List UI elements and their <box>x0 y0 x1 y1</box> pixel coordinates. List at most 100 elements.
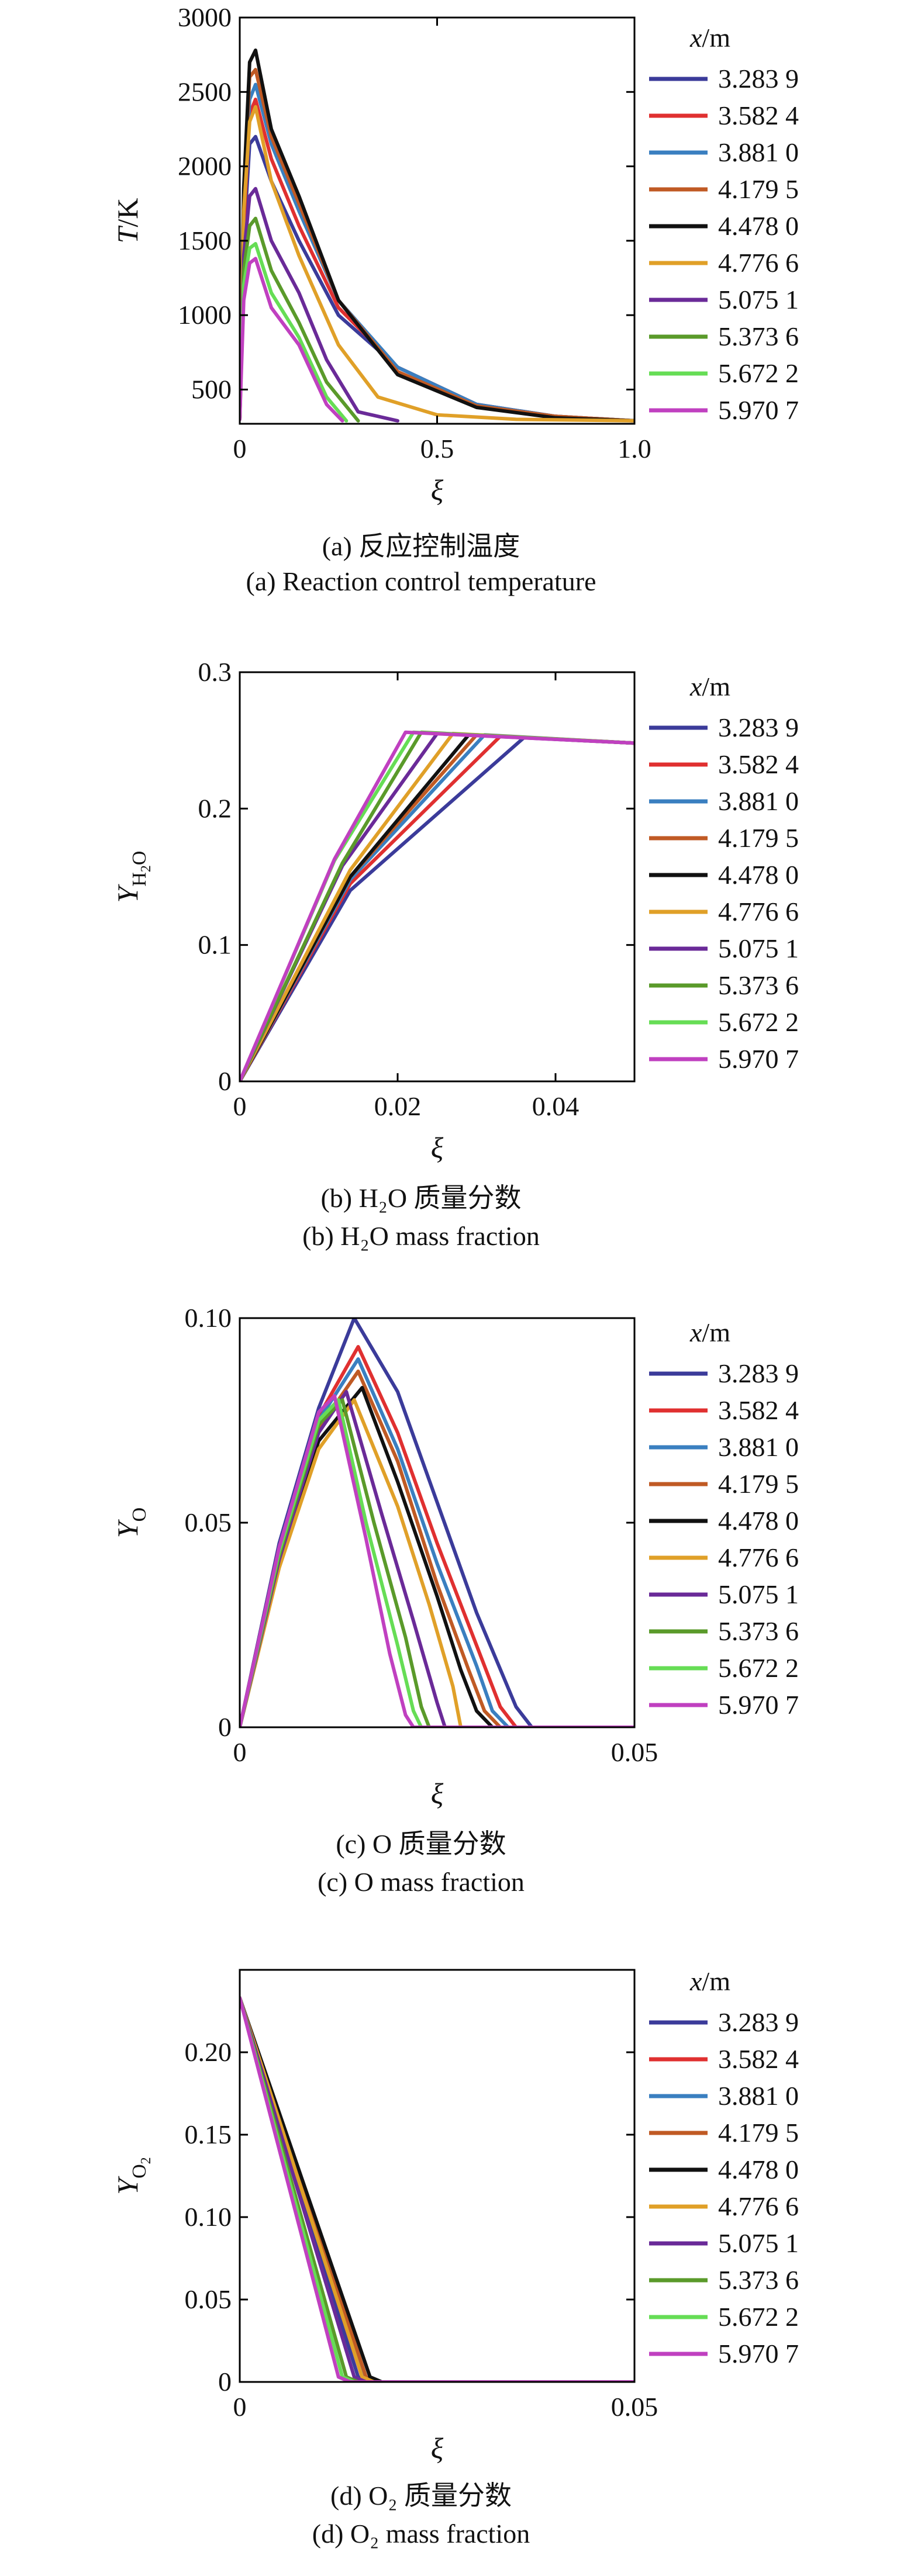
plot-frame <box>239 671 636 1083</box>
y-tick-label: 2500 <box>178 77 232 106</box>
caption-en: (a) Reaction control temperature <box>246 566 596 596</box>
series-line-5.9707 <box>240 730 634 1081</box>
y-tick-label: 0.10 <box>185 2202 232 2232</box>
legend-entry: 3.881 0 <box>718 1432 799 1462</box>
caption-cn: (d) O₂ 质量分数 <box>330 2481 512 2511</box>
series-line-4.1795 <box>240 68 634 423</box>
legend-entry: 4.478 0 <box>718 2155 799 2184</box>
y-axis-label: T/K <box>111 198 144 244</box>
x-axis-label: ξ <box>431 473 444 506</box>
series-line-3.5824 <box>240 98 634 423</box>
caption-cn: (b) H₂O 质量分数 <box>320 1183 521 1213</box>
x-tick-label: 0 <box>233 1091 247 1121</box>
caption-en: (d) O₂ mass fraction <box>312 2519 530 2549</box>
y-tick-label: 0.15 <box>185 2119 232 2149</box>
legend-title: x/m <box>689 23 730 53</box>
series-line-4.1795 <box>240 1370 634 1727</box>
series-line-3.5824 <box>240 1345 634 1727</box>
legend-entry: 3.582 4 <box>718 1395 799 1425</box>
legend-entry: 5.672 2 <box>718 358 799 388</box>
legend-entry: 5.075 1 <box>718 285 799 314</box>
x-tick-label: 0.02 <box>374 1091 422 1121</box>
legend-entry: 3.881 0 <box>718 2081 799 2111</box>
legend-entry: 3.881 0 <box>718 786 799 816</box>
legend-entry: 5.373 6 <box>718 970 799 1000</box>
legend-entry: 3.283 9 <box>718 713 799 742</box>
x-tick-label: 1.0 <box>618 434 651 464</box>
x-axis-label: ξ <box>431 1131 444 1164</box>
y-tick-label: 0 <box>218 1712 232 1742</box>
series-line-3.2839 <box>240 1318 634 1727</box>
legend-entry: 5.075 1 <box>718 933 799 963</box>
series-group <box>240 49 634 423</box>
chart-panel-4: 0 0.05 0 0.05 0.10 0.15 0.20 ξ YO2 x/m 3.283 9 3.58… <box>111 1966 799 2549</box>
legend-entry: 4.776 6 <box>718 1543 799 1572</box>
plot-frame <box>239 16 636 425</box>
series-line-5.3736 <box>240 216 360 423</box>
series-line-3.8810 <box>240 733 634 1081</box>
legend-entry: 5.373 6 <box>718 321 799 351</box>
y-tick-label: 0.05 <box>185 2284 232 2314</box>
x-tick-label: 0.05 <box>611 2392 658 2422</box>
legend-entry: 5.970 7 <box>718 395 799 425</box>
series-group <box>240 1318 634 1727</box>
y-tick-label: 1000 <box>178 300 232 330</box>
x-tick-label: 0.5 <box>420 434 454 464</box>
legend-entry: 4.478 0 <box>718 860 799 890</box>
legend-entry: 5.970 7 <box>718 1690 799 1720</box>
x-axis-label: ξ <box>431 2432 444 2464</box>
legend-title: x/m <box>689 1318 730 1347</box>
legend-entry: 3.881 0 <box>718 137 799 167</box>
series-line-5.9707 <box>240 1996 634 2382</box>
series-line-4.4780 <box>240 49 634 423</box>
chart-panel-2: 0 0.02 0.04 0 0.1 0.2 0.3 ξ YH2O x/m 3.283 9 3.582 … <box>111 657 799 1251</box>
series-line-4.7766 <box>240 1398 634 1727</box>
y-tick-label: 0.10 <box>185 1303 232 1333</box>
caption-en: (c) O mass fraction <box>318 1867 525 1897</box>
y-axis-label: YO2 <box>111 2157 154 2194</box>
legend-entry: 5.672 2 <box>718 1007 799 1037</box>
legend-entry: 4.776 6 <box>718 248 799 278</box>
x-tick-label: 0 <box>233 434 247 464</box>
series-group <box>240 730 634 1081</box>
legend-entry: 5.075 1 <box>718 1579 799 1609</box>
legend-entry: 5.672 2 <box>718 1653 799 1683</box>
legend: x/m 3.283 9 3.582 4 3.881 0 4.179 5 4.478 0 4.… <box>649 1318 799 1720</box>
legend-entry: 5.075 1 <box>718 2228 799 2258</box>
y-axis-label: YH2O <box>111 851 154 903</box>
x-tick-label: 0.04 <box>532 1091 579 1121</box>
legend-title: x/m <box>689 1966 730 1996</box>
y-tick-label: 0.2 <box>198 793 232 823</box>
series-line-4.4780 <box>240 1996 634 2382</box>
y-tick-label: 0.05 <box>185 1507 232 1537</box>
legend-entry: 3.582 4 <box>718 749 799 779</box>
legend-entry: 5.373 6 <box>718 2265 799 2295</box>
y-tick-label: 0.1 <box>198 930 232 960</box>
series-line-3.2839 <box>240 134 634 423</box>
legend-title: x/m <box>689 672 730 701</box>
y-tick-label: 2000 <box>178 151 232 181</box>
caption-cn: (a) 反应控制温度 <box>322 531 520 561</box>
legend-entry: 5.672 2 <box>718 2302 799 2332</box>
series-line-5.0751 <box>240 1996 634 2382</box>
legend-entry: 4.179 5 <box>718 2118 799 2148</box>
legend-entry: 4.478 0 <box>718 211 799 241</box>
legend-entry: 3.582 4 <box>718 101 799 130</box>
y-tick-label: 3000 <box>178 2 232 32</box>
series-line-5.6722 <box>240 242 349 423</box>
legend: x/m 3.283 9 3.582 4 3.881 0 4.179 5 4.478 0 4.… <box>649 23 799 425</box>
series-group <box>240 1996 634 2382</box>
legend-entry: 4.179 5 <box>718 174 799 204</box>
chart-panel-1: 0 0.5 1.0 500 1000 1500 2000 2500 3000 ξ T/K x/m 3.2… <box>111 2 799 596</box>
legend: x/m 3.283 9 3.582 4 3.881 0 4.179 5 4.478 0 4.… <box>649 672 799 1074</box>
legend-entry: 5.373 6 <box>718 1616 799 1646</box>
series-line-4.4780 <box>240 1386 634 1727</box>
y-tick-label: 500 <box>191 374 232 404</box>
legend-entry: 3.283 9 <box>718 2007 799 2037</box>
y-tick-label: 0.3 <box>198 657 232 687</box>
series-line-3.2839 <box>240 736 634 1081</box>
y-tick-label: 0 <box>218 1066 232 1096</box>
y-tick-label: 0 <box>218 2367 232 2397</box>
plot-frame <box>239 1317 636 1728</box>
